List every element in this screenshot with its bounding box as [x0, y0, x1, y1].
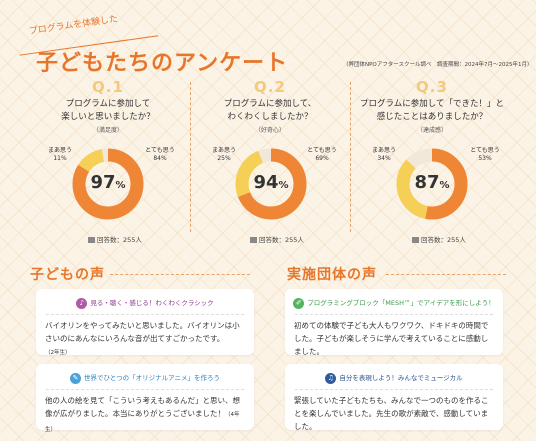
question-2: Q.2 プログラムに参加して、 わくわくしましたか？ （好奇心） [195, 78, 345, 134]
card-body-text: バイオリンをやってみたいと思いました。バイオリンは小さいのにあんなにいろんな音が… [45, 321, 240, 343]
donut-slice-very [235, 148, 307, 220]
legend-label: とても思う [145, 147, 175, 154]
grade-note: （4年生） [45, 412, 240, 433]
card-body: バイオリンをやってみたいと思いました。バイオリンは小さいのにあんなにいろんな音が… [45, 319, 246, 360]
center-unit: % [439, 180, 450, 191]
question-number: Q.3 [416, 78, 448, 96]
donut-slice-very [72, 148, 144, 220]
question-1: Q.1 プログラムに参加して 楽しいと思いましたか？ （満足度） [33, 78, 183, 134]
card-heading-text: 世界でひとつの「オリジナルアニメ」を作ろう [84, 374, 220, 382]
bar-chart-icon [250, 237, 257, 243]
card-body: 緊張していた子どもたちも、みんなで一つのものを作ることを楽しんでいました。先生の… [294, 396, 489, 431]
donut-center-q1: 97% [80, 172, 136, 193]
card-heading: ♫ 自分を表現しよう！みんなでミュージカル [285, 372, 503, 384]
paint-icon: ✎ [70, 372, 82, 384]
center-unit: % [278, 180, 289, 191]
survey-source: （弊団体NPOアフタースクール調べ 調査期間：2024年7月〜2025年1月） [343, 62, 533, 68]
center-unit: % [115, 180, 126, 191]
question-category: （満足度） [92, 127, 123, 134]
label-somewhat-q3: まあ思う 34% [368, 147, 400, 163]
org-voice-title: 実施団体の声 [287, 267, 377, 283]
grade-note: （2年生） [45, 350, 71, 356]
count-text: 回答数：255人 [97, 236, 142, 244]
donut-center-q3: 87% [404, 172, 460, 193]
legend-label: まあ思う [211, 147, 236, 154]
label-somewhat-q1: まあ思う 11% [44, 147, 76, 163]
legend-label: まあ思う [47, 147, 72, 154]
section-divider [110, 274, 250, 275]
center-value: 97 [90, 172, 116, 193]
legend-value: 34% [377, 155, 391, 162]
count-text: 回答数：255人 [421, 236, 466, 244]
card-heading-text: プログラミングブロック「MESH™」でアイデアを形にしよう！ [307, 299, 495, 307]
column-divider [190, 82, 191, 232]
card-divider [46, 314, 244, 315]
question-category: （好奇心） [254, 127, 285, 134]
legend-label: とても思う [470, 147, 500, 154]
bar-chart-icon [412, 237, 419, 243]
label-somewhat-q2: まあ思う 25% [208, 147, 240, 163]
donut-center-q2: 94% [243, 172, 299, 193]
donut-chart-q2 [235, 148, 307, 220]
card-heading: ✎ 世界でひとつの「オリジナルアニメ」を作ろう [36, 372, 254, 384]
question-line-2: 感じたことはありましたか？ [376, 112, 488, 122]
donut-slice-very [396, 148, 468, 220]
legend-label: とても思う [307, 147, 337, 154]
label-very-q3: とても思う 53% [468, 147, 502, 163]
center-value: 87 [414, 172, 440, 193]
card-heading-text: 自分を表現しよう！みんなでミュージカル [339, 374, 463, 382]
kids-voice-title: 子どもの声 [30, 267, 105, 283]
question-3: Q.3 プログラムに参加して「できた！」と 感じたことはありましたか？ （達成感… [352, 78, 512, 134]
card-body: 他の人の絵を見て「こういう考えもあるんだ」と思い、想像が広がりました。本当にあり… [45, 394, 246, 437]
question-category: （達成感） [416, 127, 447, 134]
note-icon: ♫ [325, 372, 337, 384]
question-number: Q.1 [92, 78, 124, 96]
donut-chart-q1 [72, 148, 144, 220]
donut-slice-somewhat [235, 148, 307, 220]
legend-value: 11% [53, 155, 67, 162]
card-divider [295, 389, 493, 390]
legend-value: 84% [153, 155, 167, 162]
count-text: 回答数：255人 [259, 236, 304, 244]
bar-chart-icon [88, 237, 95, 243]
center-value: 94 [253, 172, 279, 193]
question-number: Q.2 [254, 78, 286, 96]
question-line-2: 楽しいと思いましたか？ [61, 112, 155, 122]
legend-value: 25% [217, 155, 231, 162]
question-line-1: プログラムに参加して、 [223, 99, 317, 109]
label-very-q2: とても思う 69% [305, 147, 339, 163]
donut-chart-q3 [396, 148, 468, 220]
kids-voice-card: ♪ 見る・聴く・感じる！わくわくクラシック バイオリンをやってみたいと思いました。… [36, 289, 254, 356]
section-divider [386, 274, 506, 275]
response-count-q1: 回答数：255人 [88, 234, 142, 244]
response-count-q3: 回答数：255人 [412, 234, 466, 244]
donut-slice-somewhat [396, 148, 468, 220]
org-voice-card: ♫ 自分を表現しよう！みんなでミュージカル 緊張していた子どもたちも、みんなで一つ… [285, 364, 503, 431]
legend-value: 53% [478, 155, 492, 162]
response-count-q2: 回答数：255人 [250, 234, 304, 244]
question-line-1: プログラムに参加して [65, 99, 151, 109]
label-very-q1: とても思う 84% [143, 147, 177, 163]
card-heading: ♪ 見る・聴く・感じる！わくわくクラシック [36, 297, 254, 309]
org-voice-card: ✐ プログラミングブロック「MESH™」でアイデアを形にしよう！ 初めての体験で子… [285, 289, 503, 356]
legend-label: まあ思う [371, 147, 396, 154]
legend-value: 69% [315, 155, 329, 162]
music-icon: ♪ [76, 297, 88, 309]
page-title: 子どもたちのアンケート [36, 51, 289, 76]
card-divider [46, 389, 244, 390]
card-divider [295, 314, 493, 315]
card-body: 初めての体験で子ども大人もワクワク、ドキドキの時間でした。子どもが楽しそうに学ん… [294, 321, 489, 356]
column-divider [350, 82, 351, 232]
card-body-text: 他の人の絵を見て「こういう考えもあるんだ」と思い、想像が広がりました。本当にあり… [45, 396, 240, 418]
kids-voice-card: ✎ 世界でひとつの「オリジナルアニメ」を作ろう 他の人の絵を見て「こういう考えもあ… [36, 364, 254, 433]
pencil-icon: ✐ [293, 297, 305, 309]
card-heading: ✐ プログラミングブロック「MESH™」でアイデアを形にしよう！ [285, 297, 503, 309]
card-heading-text: 見る・聴く・感じる！わくわくクラシック [90, 299, 214, 307]
question-line-1: プログラムに参加して「できた！」と [360, 99, 504, 109]
question-line-2: わくわくしましたか？ [227, 112, 313, 122]
